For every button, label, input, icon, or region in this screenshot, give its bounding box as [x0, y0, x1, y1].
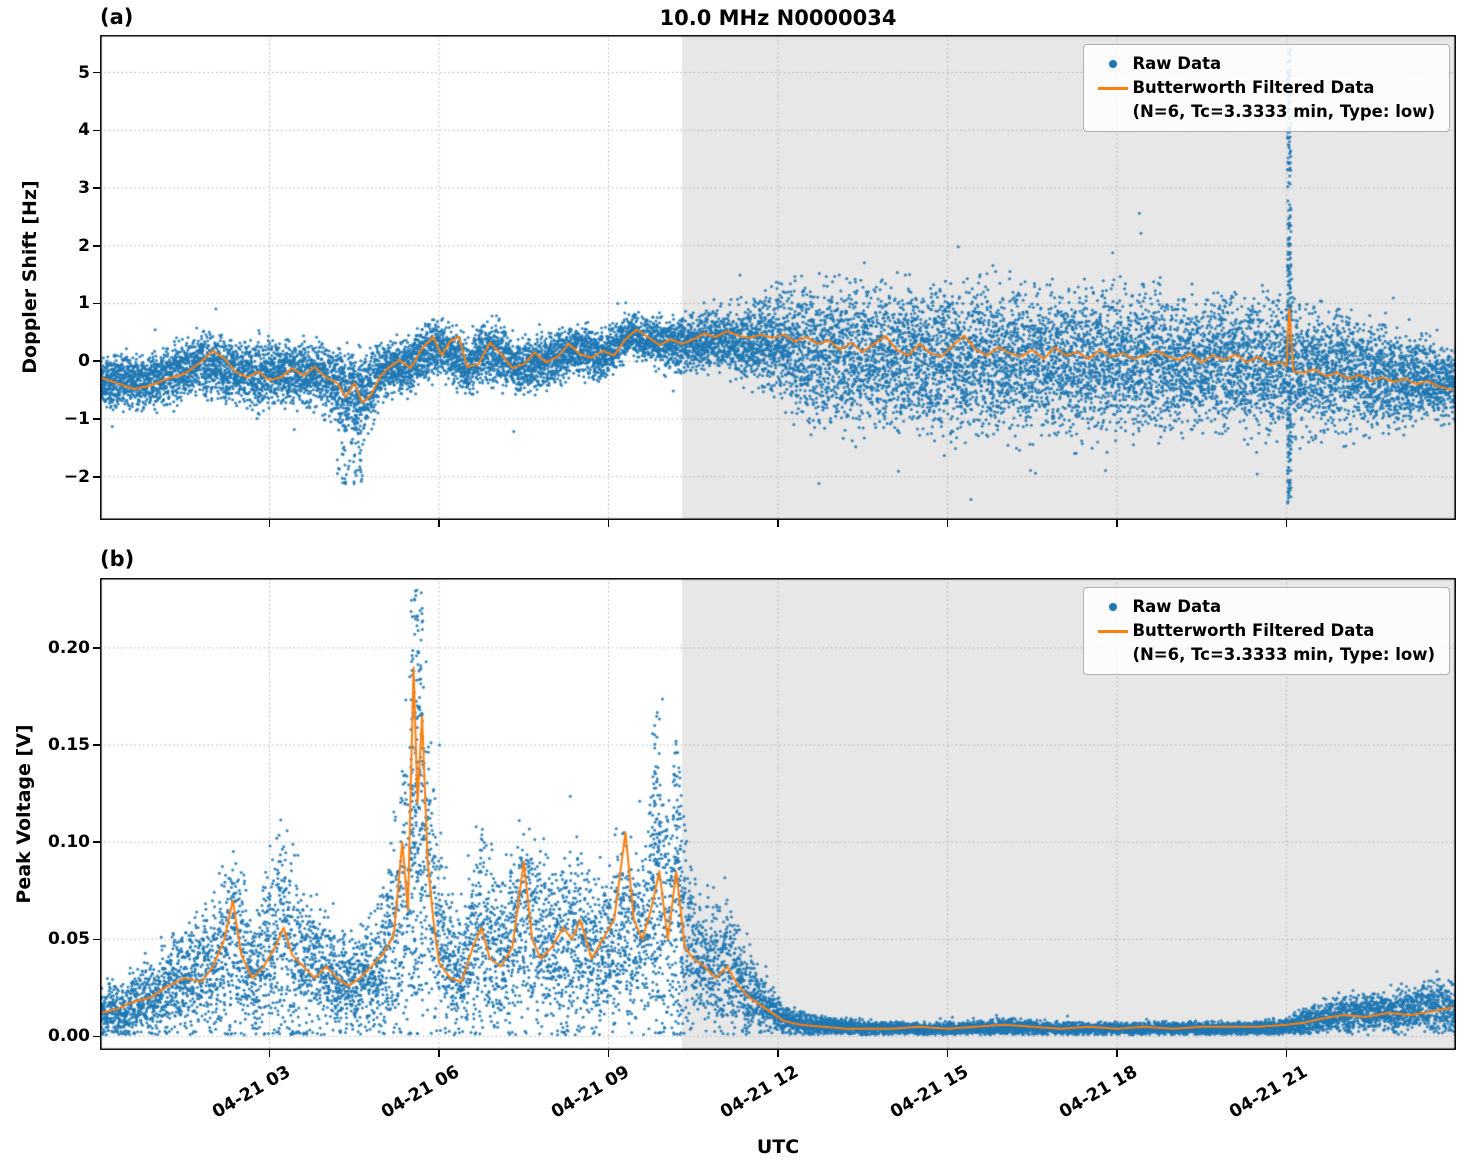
figure-title: 10.0 MHz N0000034 — [659, 6, 897, 30]
legend-filtered-sublabel: (N=6, Tc=3.3333 min, Type: low) — [1132, 645, 1435, 664]
y-tick-mark — [93, 244, 100, 247]
y-tick-mark — [93, 841, 100, 843]
y-tick-mark — [93, 302, 100, 305]
y-tick-label: 0.05 — [48, 929, 90, 950]
y-tick-label: −1 — [63, 408, 90, 429]
y-tick-label: 0.10 — [48, 832, 90, 853]
filtered-line-icon — [1094, 629, 1132, 633]
legend-raw-label: Raw Data — [1132, 597, 1222, 616]
legend-raw-label: Raw Data — [1132, 54, 1222, 73]
legend-filtered-label: Butterworth Filtered Data — [1132, 621, 1375, 640]
x-tick-mark — [607, 520, 610, 527]
x-tick-mark — [438, 1050, 440, 1057]
legend-filtered-sublabel: (N=6, Tc=3.3333 min, Type: low) — [1132, 102, 1435, 121]
y-tick-label: 3 — [78, 178, 90, 198]
x-tick-mark — [438, 520, 440, 527]
y-tick-mark — [93, 129, 100, 132]
y-tick-mark — [93, 418, 100, 420]
raw-data-dot-icon — [1094, 60, 1132, 68]
x-tick-mark — [1116, 520, 1118, 527]
y-tick-label: 0.15 — [48, 735, 90, 756]
x-tick-mark — [946, 520, 949, 527]
x-tick-mark — [1285, 1050, 1288, 1057]
x-tick-mark — [607, 1050, 610, 1057]
panel-b-ylabel: Peak Voltage [V] — [13, 724, 35, 904]
y-tick-label: 0 — [78, 351, 90, 372]
y-tick-label: 0.00 — [48, 1026, 90, 1047]
x-tick-mark — [1285, 520, 1288, 527]
y-tick-mark — [93, 647, 100, 649]
legend-filtered-label: Butterworth Filtered Data — [1132, 78, 1375, 97]
x-tick-mark — [946, 1050, 949, 1057]
legend-row-filtered: Butterworth Filtered Data — [1094, 619, 1435, 643]
x-axis-label: UTC — [756, 1136, 800, 1158]
panel-b-legend: Raw Data Butterworth Filtered Data (N=6,… — [1083, 587, 1450, 675]
y-tick-mark — [93, 938, 100, 941]
y-tick-label: 2 — [78, 235, 90, 256]
y-tick-mark — [93, 71, 100, 74]
y-tick-label: 0.20 — [48, 637, 90, 658]
y-tick-label: −2 — [63, 466, 90, 487]
y-tick-mark — [93, 475, 100, 478]
filtered-line-icon — [1094, 86, 1132, 90]
y-tick-mark — [93, 187, 100, 189]
panel-a-label: (a) — [100, 5, 134, 29]
legend-row-filtered: Butterworth Filtered Data — [1094, 76, 1435, 100]
x-tick-mark — [777, 520, 779, 527]
legend-row-raw: Raw Data — [1094, 52, 1435, 76]
y-tick-label: 4 — [78, 120, 90, 141]
x-tick-mark — [777, 1050, 779, 1057]
y-tick-mark — [93, 744, 100, 746]
y-tick-label: 5 — [78, 62, 90, 83]
panel-a-legend: Raw Data Butterworth Filtered Data (N=6,… — [1083, 44, 1450, 132]
x-tick-mark — [268, 1050, 271, 1057]
x-tick-mark — [1116, 1050, 1118, 1057]
y-tick-mark — [93, 1035, 100, 1038]
y-tick-mark — [93, 360, 100, 363]
panel-a-ylabel: Doppler Shift [Hz] — [19, 180, 41, 374]
legend-row-raw: Raw Data — [1094, 595, 1435, 619]
x-tick-mark — [268, 520, 271, 527]
panel-b-label: (b) — [100, 547, 135, 571]
raw-data-dot-icon — [1094, 603, 1132, 611]
y-tick-label: 1 — [78, 293, 90, 314]
